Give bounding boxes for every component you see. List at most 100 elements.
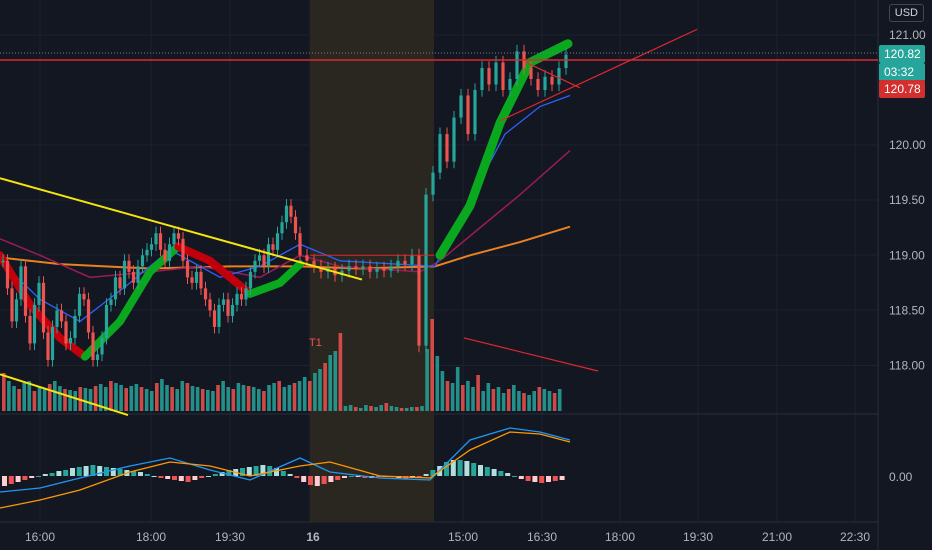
volume-bar [491, 389, 496, 411]
candle-body [452, 117, 456, 162]
volume-bar [282, 387, 287, 411]
volume-bar [68, 390, 72, 411]
macd-histogram-bar [484, 467, 490, 476]
candle-body [5, 260, 10, 289]
price-tick-label: 118.00 [889, 359, 925, 373]
candlesticks [1, 44, 568, 367]
price-axis: 118.00 118.50 119.00 119.50 120.00 121.00 0.00 [889, 28, 926, 484]
volume-bar [379, 405, 383, 411]
macd-histogram-bar [532, 476, 538, 482]
volume-bar [435, 356, 440, 411]
macd-histogram-bar [172, 476, 177, 480]
volume-bar [124, 388, 128, 411]
macd-histogram-bar [76, 467, 82, 476]
volume-bar [216, 385, 220, 411]
volume-bar [302, 377, 307, 411]
candle-body [185, 260, 190, 278]
macd-histogram-bar [308, 476, 313, 485]
candle-body [203, 288, 208, 300]
macd-histogram-bar [518, 476, 524, 479]
annotation-t1: T1 [309, 337, 322, 349]
volume-bar [359, 408, 363, 411]
macd-histogram-bar [178, 476, 184, 481]
volume-bar [257, 389, 261, 411]
volume-bar [190, 386, 195, 411]
volume-bar [241, 385, 246, 411]
macd-zero-label: 0.00 [889, 470, 913, 484]
macd-histogram-bar [42, 474, 48, 476]
macd-histogram-bar [2, 476, 7, 486]
macd-histogram-bar [362, 476, 368, 478]
candle-body [136, 266, 140, 283]
candle-body [466, 95, 470, 135]
ribbon-up-segment [246, 260, 304, 298]
red-wedge-line [525, 61, 581, 89]
volume-bar [384, 403, 389, 411]
candle-body [149, 244, 154, 250]
macd-histogram-bar [206, 476, 211, 477]
price-tags: 120.82 03:32 120.78 [879, 45, 925, 98]
macd-histogram-bar [471, 463, 477, 476]
volume-bar [63, 389, 67, 411]
countdown-tag-bg [879, 63, 925, 81]
volume-bar [98, 384, 103, 411]
volume-bar [47, 384, 52, 411]
candle-body [86, 299, 91, 333]
candle-body [163, 249, 167, 261]
candle-body [536, 78, 540, 90]
macd-histogram-bar [294, 476, 300, 478]
volume-bar [129, 386, 134, 411]
candle-body [68, 337, 73, 344]
ma-slow-line [0, 225, 571, 270]
candle-body [257, 255, 262, 261]
candle-body [375, 268, 379, 272]
macd-histogram-bar [539, 476, 545, 483]
volume-bar [476, 375, 480, 411]
volume-bar [512, 385, 516, 411]
macd-histogram-bar [444, 462, 449, 476]
currency-label[interactable]: USD [888, 4, 924, 22]
macd-histogram-bar [36, 476, 41, 477]
macd-histogram-bar [423, 474, 429, 476]
volume-bar [175, 389, 179, 411]
macd-histogram-bar [505, 473, 511, 476]
candle-body [312, 260, 316, 267]
macd-histogram-bar [457, 460, 463, 476]
volume-bar [236, 383, 241, 411]
macd-histogram-bar [138, 472, 143, 476]
macd-histogram-bar [301, 476, 307, 482]
candle-body [181, 238, 185, 261]
macd-histogram-bar [158, 476, 164, 478]
volume-bar [109, 381, 113, 411]
macd-histogram-bar [199, 476, 205, 478]
volume-bar [27, 381, 32, 411]
candle-body [515, 51, 519, 79]
volume-bar [180, 381, 185, 411]
ribbon-down-segment [174, 242, 254, 298]
volume-bar [557, 389, 562, 411]
volume-bar [313, 373, 317, 411]
candle-body [354, 266, 358, 269]
candle-body [480, 67, 484, 90]
candle-body [431, 172, 435, 195]
yellow-trendline [0, 177, 363, 281]
signal-line [0, 431, 571, 509]
volume-bar [267, 385, 271, 411]
price-tick-label: 119.50 [889, 193, 925, 207]
candle-body [194, 271, 199, 283]
candle-body [190, 277, 194, 283]
candle-body [417, 255, 421, 346]
candle-body [158, 233, 163, 250]
volume-bar [481, 391, 485, 411]
candle-body [46, 332, 50, 360]
macd-histogram-bar [97, 466, 103, 476]
candle-body [368, 266, 372, 272]
macd-histogram-bar [525, 476, 531, 481]
macd-panel [0, 427, 571, 509]
macd-line [0, 427, 571, 493]
candle-body [127, 260, 131, 272]
candle-body [347, 266, 351, 271]
time-tick-label: 18:00 [605, 530, 635, 544]
volume-bar [185, 383, 190, 411]
